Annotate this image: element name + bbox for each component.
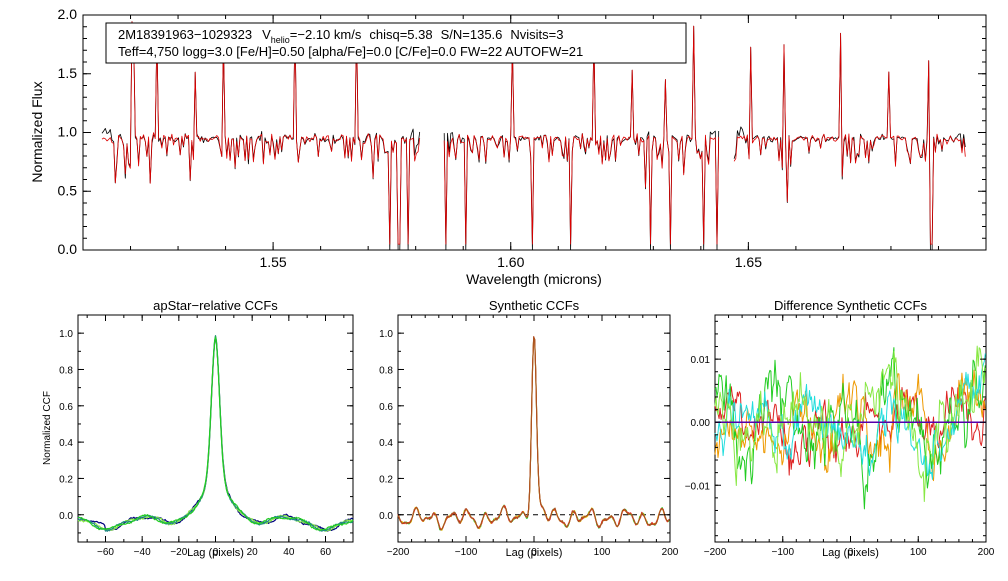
x-tick-label: 0 bbox=[848, 547, 854, 558]
diff-ccf-line bbox=[714, 386, 986, 476]
synthetic-ccf-title: Synthetic CCFs bbox=[489, 298, 580, 313]
x-tick-label: 200 bbox=[978, 547, 995, 558]
y-tick-label: 0.4 bbox=[59, 438, 73, 449]
apstar-ccf-line bbox=[77, 335, 354, 532]
x-tick-label: 40 bbox=[283, 547, 295, 558]
vhelio-prefix: V bbox=[262, 27, 271, 42]
x-tick-label: −200 bbox=[387, 547, 410, 558]
apstar-ccf-tick-labels: −60 −40 −20 0 20 40 60 0.0 0.2 0.4 0.6 0.8 1.0 bbox=[59, 329, 331, 558]
y-tick-label: 1.0 bbox=[59, 329, 73, 340]
apstar-ccf-xlabel: Lag (pixels) bbox=[187, 547, 244, 559]
y-tick-label: 0.00 bbox=[691, 418, 711, 429]
synthetic-ccf-xlabel: Lag (pixels) bbox=[506, 547, 563, 559]
apstar-ccf-ticks bbox=[78, 314, 353, 542]
info-box bbox=[105, 22, 687, 64]
y-tick-label: 0.2 bbox=[379, 474, 393, 485]
x-tick-label: −20 bbox=[170, 547, 187, 558]
diff-ccf-ticks bbox=[714, 315, 987, 542]
x-tick-label: 200 bbox=[662, 547, 679, 558]
y-tick-label: 0.8 bbox=[379, 365, 393, 376]
y-tick-label: 0.6 bbox=[379, 402, 393, 413]
spectrum-plot bbox=[101, 21, 966, 251]
synthetic-ccf-panel: −200 −100 0 100 200 0.0 0.2 0.4 0.6 0.8 1.0 Synthe… bbox=[379, 298, 679, 559]
x-tick-label: 20 bbox=[247, 547, 259, 558]
synthetic-ccf-plot bbox=[397, 336, 670, 531]
star-id: 2M18391963−1029323 bbox=[118, 27, 252, 42]
synthetic-ccf-line bbox=[397, 336, 670, 531]
x-tick-label: 1.60 bbox=[497, 254, 524, 270]
y-tick-label: 0.01 bbox=[691, 355, 711, 366]
vhelio-value: =−2.10 km/s bbox=[290, 27, 362, 42]
y-tick-label: −0.01 bbox=[685, 481, 711, 492]
x-tick-label: −60 bbox=[97, 547, 114, 558]
diff-ccf-line bbox=[714, 353, 986, 480]
spectrum-panel: 1.55 1.60 1.65 0.0 0.5 1.0 1.5 2.0 Wavelength (… bbox=[29, 6, 987, 287]
spectrum-tick-labels: 1.55 1.60 1.65 0.0 0.5 1.0 1.5 2.0 bbox=[58, 6, 763, 270]
x-tick-label: 100 bbox=[910, 547, 927, 558]
info-line-2: Teff=4,750 logg=3.0 [Fe/H]=0.50 [alpha/F… bbox=[118, 44, 583, 59]
y-tick-label: 0.0 bbox=[59, 511, 73, 522]
apstar-ccf-ylabel: Normalized CCF bbox=[42, 391, 53, 465]
y-tick-label: 0.8 bbox=[59, 365, 73, 376]
x-tick-label: 1.55 bbox=[259, 254, 286, 270]
x-tick-label: −40 bbox=[134, 547, 151, 558]
apstar-ccf-panel: −60 −40 −20 0 20 40 60 0.0 0.2 0.4 0.6 0.8 1.0 apSta… bbox=[42, 298, 354, 559]
synthetic-ccf-line bbox=[397, 336, 670, 531]
x-tick-label: 60 bbox=[320, 547, 332, 558]
apstar-ccf-line bbox=[77, 336, 354, 532]
y-tick-label: 0.6 bbox=[59, 402, 73, 413]
spectrum-xlabel: Wavelength (microns) bbox=[466, 271, 602, 287]
synthetic-ccf-line bbox=[397, 336, 670, 531]
synthetic-ccf-line bbox=[397, 336, 670, 531]
x-tick-label: 100 bbox=[594, 547, 611, 558]
y-tick-label: 2.0 bbox=[58, 6, 78, 22]
spectrum-ylabel: Normalized Flux bbox=[29, 81, 45, 182]
vhelio-sub: helio bbox=[271, 35, 290, 45]
y-tick-label: 1.0 bbox=[58, 124, 78, 140]
y-tick-label: 1.0 bbox=[379, 329, 393, 340]
diff-ccf-tick-labels: −200 −100 0 100 200 −0.01 0.00 0.01 bbox=[685, 355, 995, 558]
x-tick-label: −100 bbox=[771, 547, 794, 558]
spectrum-model-line bbox=[733, 32, 966, 245]
y-tick-label: 0.2 bbox=[59, 474, 73, 485]
apstar-ccf-line bbox=[77, 335, 354, 532]
y-tick-label: 0.0 bbox=[379, 511, 393, 522]
diff-ccf-xlabel: Lag (pixels) bbox=[822, 547, 879, 559]
synthetic-ccf-ticks bbox=[397, 314, 671, 542]
apstar-ccf-line bbox=[77, 336, 354, 531]
x-tick-label: −100 bbox=[455, 547, 478, 558]
x-tick-label: −200 bbox=[704, 547, 727, 558]
apstar-ccf-frame bbox=[77, 314, 354, 543]
apstar-ccf-title: apStar−relative CCFs bbox=[153, 298, 278, 313]
diff-ccf-title: Difference Synthetic CCFs bbox=[774, 298, 927, 313]
diff-ccf-line bbox=[714, 345, 986, 502]
x-tick-label: 0 bbox=[531, 547, 537, 558]
x-tick-label: 1.65 bbox=[735, 254, 762, 270]
info-line-1: 2M18391963−1029323 Vhelio=−2.10 km/s chisq… bbox=[118, 27, 564, 45]
synthetic-ccf-tick-labels: −200 −100 0 100 200 0.0 0.2 0.4 0.6 0.8 1.0 bbox=[379, 329, 679, 558]
snr: S/N=135.6 bbox=[441, 27, 503, 42]
chisq: chisq=5.38 bbox=[369, 27, 432, 42]
synthetic-ccf-frame bbox=[397, 314, 671, 543]
y-tick-label: 0.5 bbox=[58, 182, 78, 198]
spectrum-model-line bbox=[443, 25, 720, 245]
spectrum-ticks bbox=[82, 14, 987, 251]
y-tick-label: 0.0 bbox=[58, 241, 78, 257]
y-tick-label: 1.5 bbox=[58, 65, 78, 81]
x-tick-label: 0 bbox=[213, 547, 219, 558]
nvisits: Nvisits=3 bbox=[510, 27, 563, 42]
diff-ccf-panel: −200 −100 0 100 200 −0.01 0.00 0.01 Difference … bbox=[685, 298, 995, 559]
y-tick-label: 0.4 bbox=[379, 438, 393, 449]
apstar-ccf-plot bbox=[77, 335, 354, 532]
diff-ccf-line bbox=[714, 369, 986, 482]
diff-ccf-plot bbox=[714, 345, 986, 510]
spectrum-model-line bbox=[101, 21, 421, 245]
